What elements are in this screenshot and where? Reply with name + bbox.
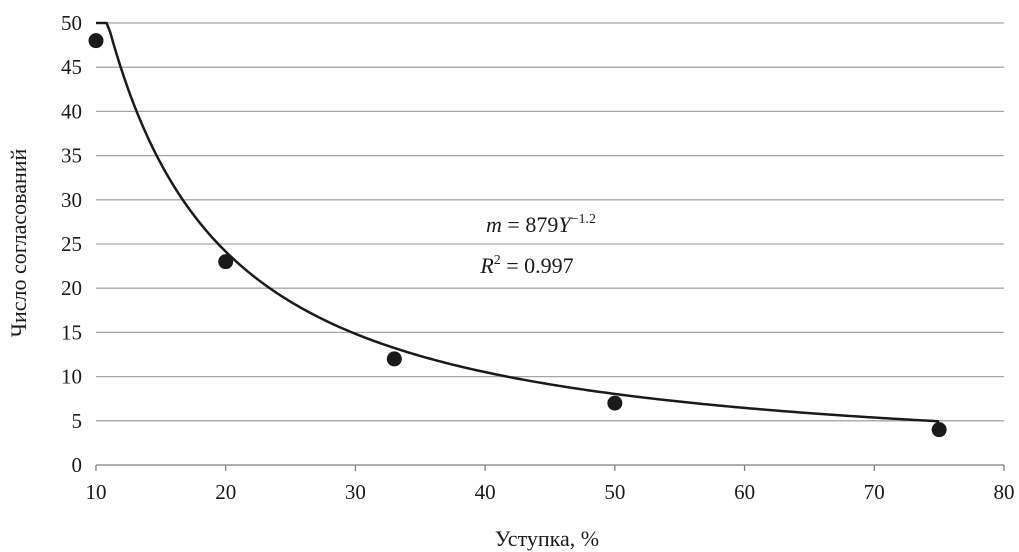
y-tick-label-15: 15 xyxy=(61,320,82,344)
x-tick-label-60: 60 xyxy=(734,480,755,504)
y-tick-label-10: 10 xyxy=(61,365,82,389)
data-points xyxy=(88,33,947,438)
r-squared-variable: R xyxy=(479,253,494,278)
x-tick-label-20: 20 xyxy=(215,480,236,504)
equation-variable: m xyxy=(486,212,502,237)
data-point-75 xyxy=(931,422,947,438)
y-tick-label-25: 25 xyxy=(61,232,82,256)
r-squared-annotation: R2 = 0.997 xyxy=(479,253,573,278)
x-tick-label-70: 70 xyxy=(864,480,885,504)
r-squared-superscript: 2 xyxy=(494,253,501,268)
y-tick-label-0: 0 xyxy=(72,453,83,477)
y-tick-label-30: 30 xyxy=(61,188,82,212)
y-tick-label-35: 35 xyxy=(61,144,82,168)
equation-exponent: −1.2 xyxy=(571,212,596,227)
y-tick-label-50: 50 xyxy=(61,11,82,35)
r-squared-value: = 0.997 xyxy=(501,253,574,278)
y-axis-ticks: 0 5 10 15 20 25 30 35 40 45 50 xyxy=(61,11,82,477)
x-tick-label-30: 30 xyxy=(345,480,366,504)
x-tick-label-80: 80 xyxy=(994,480,1015,504)
x-tick-label-50: 50 xyxy=(604,480,625,504)
data-point-20 xyxy=(218,254,234,270)
y-tick-label-20: 20 xyxy=(61,276,82,300)
x-axis-ticks: 10 20 30 40 50 60 70 80 xyxy=(86,465,1015,504)
data-point-10 xyxy=(88,33,104,49)
x-tick-label-10: 10 xyxy=(86,480,107,504)
equation-base: Y xyxy=(558,212,573,237)
data-point-50 xyxy=(607,395,623,411)
y-tick-label-5: 5 xyxy=(72,409,83,433)
trendline xyxy=(96,21,940,423)
data-point-33 xyxy=(386,351,402,367)
y-axis-title: Число согласований xyxy=(6,148,31,337)
x-axis-title: Уступка, % xyxy=(495,526,599,551)
x-tick-label-40: 40 xyxy=(475,480,496,504)
equation-annotation: m = 879Y−1.2 xyxy=(486,212,596,237)
equation-coefficient: = 879 xyxy=(502,212,558,237)
gridlines xyxy=(96,22,1004,422)
y-tick-label-40: 40 xyxy=(61,99,82,123)
y-tick-label-45: 45 xyxy=(61,55,82,79)
